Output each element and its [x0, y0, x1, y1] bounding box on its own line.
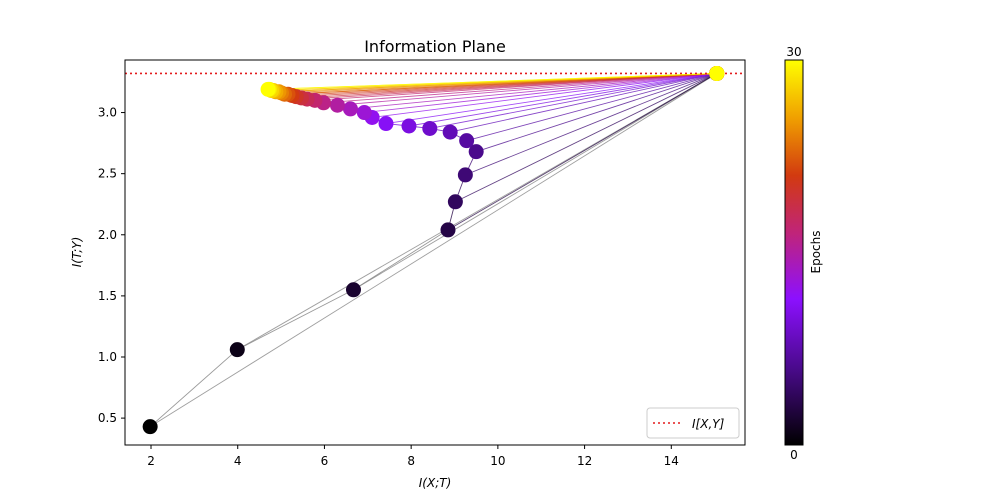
- epoch-link-line: [350, 72, 717, 110]
- x-axis-ticks: 2 4 6 8 10 12 14: [147, 445, 679, 468]
- colorbar-label: Epochs: [809, 231, 823, 274]
- epoch-point: [356, 105, 372, 121]
- epoch-point: [345, 282, 361, 298]
- epoch-link-line: [465, 73, 717, 176]
- plot-area: [125, 65, 745, 435]
- y-tick-label: 2.0: [98, 228, 117, 242]
- y-tick-label: 1.0: [98, 350, 117, 364]
- epoch-point: [440, 222, 456, 238]
- epoch-link-line: [385, 72, 717, 125]
- y-tick-label: 2.5: [98, 167, 117, 181]
- epoch-point: [447, 194, 463, 210]
- x-tick-label: 12: [577, 454, 592, 468]
- epoch-point: [401, 118, 417, 134]
- colorbar-gradient: [784, 59, 804, 446]
- x-tick-label: 2: [147, 454, 155, 468]
- epoch-link-line: [353, 73, 718, 291]
- chart-title: Information Plane: [364, 37, 506, 56]
- epoch-point: [329, 97, 345, 113]
- legend: I[X,Y]: [646, 407, 740, 439]
- legend-label: I[X,Y]: [692, 417, 725, 431]
- colorbar: 30 0 Epochs: [784, 45, 823, 462]
- trajectory-segment: [353, 229, 449, 291]
- data-points: [142, 65, 725, 435]
- epoch-link-line: [429, 73, 717, 129]
- x-tick-label: 10: [490, 454, 505, 468]
- plot-frame: [124, 59, 746, 446]
- colorbar-max-label: 30: [786, 45, 801, 59]
- connection-lines: [149, 72, 718, 428]
- epoch-point: [260, 81, 276, 97]
- epoch-link-line: [364, 72, 717, 114]
- epoch-link-line: [268, 72, 717, 90]
- y-axis-ticks: 0.5 1.0 1.5 2.0 2.5 3.0: [98, 106, 125, 425]
- epoch-point: [422, 120, 438, 136]
- trajectory-segment: [237, 289, 354, 351]
- epoch-link-line: [372, 72, 717, 118]
- epoch-link-line: [455, 73, 718, 203]
- y-tick-label: 3.0: [98, 106, 117, 120]
- y-axis-label: I(T;Y): [70, 237, 84, 268]
- x-tick-label: 8: [407, 454, 415, 468]
- epoch-link-line: [323, 72, 717, 104]
- x-tick-label: 6: [321, 454, 329, 468]
- x-tick-label: 14: [664, 454, 679, 468]
- epoch-point: [342, 101, 358, 117]
- epoch-point: [457, 167, 473, 183]
- epoch-link-line: [450, 73, 717, 133]
- epoch-point: [442, 124, 458, 140]
- x-axis-label: I(X;T): [419, 476, 452, 490]
- epoch-link-line: [476, 73, 717, 153]
- y-tick-label: 1.5: [98, 289, 117, 303]
- trajectory-segment: [149, 349, 238, 428]
- legend-box: [646, 407, 740, 439]
- epoch-link-line: [408, 73, 717, 127]
- end-point-marker: [709, 65, 725, 81]
- epoch-point: [459, 133, 475, 149]
- epoch-point: [378, 116, 394, 132]
- epoch-point: [142, 419, 158, 435]
- x-tick-label: 4: [234, 454, 242, 468]
- epoch-link-line: [149, 73, 718, 428]
- epoch-point: [229, 342, 245, 358]
- y-tick-label: 0.5: [98, 411, 117, 425]
- epoch-link-line: [337, 72, 717, 106]
- colorbar-min-label: 0: [790, 448, 798, 462]
- epoch-point: [468, 144, 484, 160]
- epoch-link-line: [466, 73, 717, 142]
- epoch-link-line: [447, 73, 718, 231]
